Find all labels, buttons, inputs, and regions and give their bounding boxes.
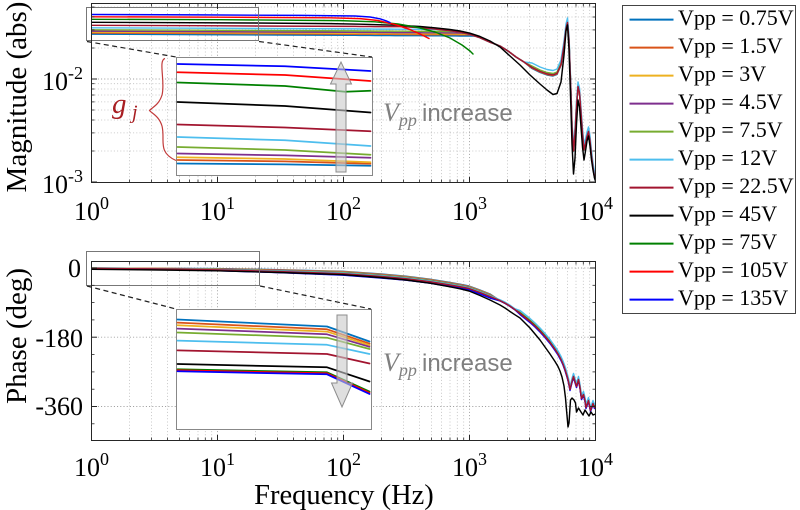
svg-text:Vpp = 12V: Vpp = 12V bbox=[678, 145, 777, 170]
svg-text:Vpp = 105V: Vpp = 105V bbox=[678, 257, 788, 282]
svg-text:Vpp = 75V: Vpp = 75V bbox=[678, 229, 777, 254]
svg-text:0: 0 bbox=[68, 254, 81, 283]
svg-text:Frequency (Hz): Frequency (Hz) bbox=[254, 480, 434, 510]
svg-text:Phase (deg): Phase (deg) bbox=[1, 268, 33, 404]
svg-text:Vpp = 22.5V: Vpp = 22.5V bbox=[678, 173, 794, 198]
svg-text:Vpp = 45V: Vpp = 45V bbox=[678, 201, 777, 226]
svg-text:Vpp = 135V: Vpp = 135V bbox=[678, 285, 788, 310]
svg-text:Vpp = 3V: Vpp = 3V bbox=[678, 61, 766, 86]
svg-text:increase: increase bbox=[422, 350, 513, 377]
svg-text:-180: -180 bbox=[35, 324, 83, 353]
svg-text:101: 101 bbox=[200, 193, 235, 226]
svg-text:Vpp = 0.75V: Vpp = 0.75V bbox=[678, 5, 794, 30]
svg-text:Magnitude (abs): Magnitude (abs) bbox=[1, 2, 33, 193]
svg-text:-360: -360 bbox=[35, 392, 83, 421]
svg-text:Vpp = 4.5V: Vpp = 4.5V bbox=[678, 89, 783, 114]
svg-text:10-3: 10-3 bbox=[42, 166, 83, 199]
svg-text:Vpp = 1.5V: Vpp = 1.5V bbox=[678, 33, 783, 58]
svg-text:increase: increase bbox=[422, 100, 513, 127]
svg-text:Vpp = 7.5V: Vpp = 7.5V bbox=[678, 117, 783, 142]
svg-text:103: 103 bbox=[452, 193, 487, 226]
